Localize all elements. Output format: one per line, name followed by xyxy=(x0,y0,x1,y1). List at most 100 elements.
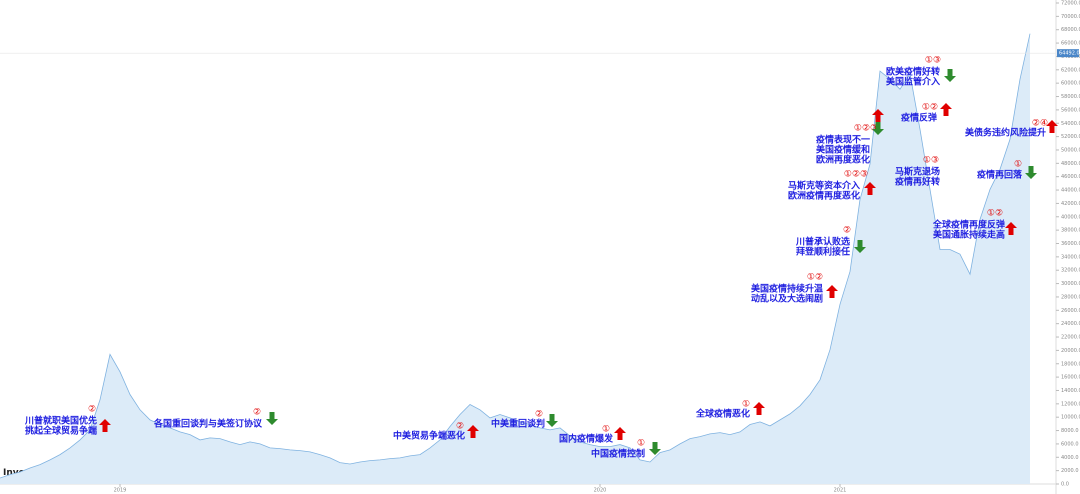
annotation-marker: ② xyxy=(456,422,464,432)
annotation-marker: ② xyxy=(253,408,261,418)
y-tick-label: 32000.0 xyxy=(1061,268,1080,274)
x-tick-label: 2019 xyxy=(114,488,127,494)
arrow-down xyxy=(944,69,956,82)
y-tick-label: 58000.0 xyxy=(1061,94,1080,100)
y-tick-label: 50000.0 xyxy=(1061,147,1080,153)
y-tick-label: 6000.0 xyxy=(1061,441,1079,447)
y-tick-label: 48000.0 xyxy=(1061,161,1080,167)
annotation-text: 国内疫情爆发 xyxy=(559,433,614,445)
price-label: 64492.0 xyxy=(1059,51,1080,57)
annotation-marker: ②④ xyxy=(1032,119,1048,129)
y-tick-label: 60000.0 xyxy=(1061,81,1080,87)
annotation-marker: ①②③ xyxy=(854,124,878,134)
line xyxy=(0,33,1031,479)
arrow-up xyxy=(1005,222,1017,235)
y-tick-label: 34000.0 xyxy=(1061,254,1080,260)
annotation-marker: ① xyxy=(602,425,610,435)
arrow-up xyxy=(1046,120,1058,133)
annotation-text: 全球疫情恶化 xyxy=(695,408,750,420)
annotation-text: 川普承认败选 xyxy=(795,236,850,248)
annotation-marker: ①② xyxy=(807,273,823,283)
y-tick-label: 12000.0 xyxy=(1061,401,1080,407)
y-tick-label: 0.0 xyxy=(1061,482,1069,488)
annotation-text: 疫情表现不一 xyxy=(816,134,870,146)
arrow-up xyxy=(872,109,884,122)
annotation-text: 疫情再好转 xyxy=(895,176,940,188)
y-tick-label: 18000.0 xyxy=(1061,361,1080,367)
arrow-up xyxy=(99,419,111,432)
y-tick-label: 24000.0 xyxy=(1061,321,1080,327)
y-tick-label: 54000.0 xyxy=(1061,121,1080,127)
y-tick-label: 2000.0 xyxy=(1061,468,1079,474)
annotation-text: 马斯克退场 xyxy=(895,166,940,178)
y-tick-label: 68000.0 xyxy=(1061,27,1080,33)
annotation-text: 欧洲再度恶化 xyxy=(816,154,870,166)
y-tick-label: 22000.0 xyxy=(1061,335,1080,341)
x-tick-label: 2020 xyxy=(594,488,607,494)
annotation-text: 欧美疫情好转 xyxy=(886,66,940,78)
y-tick-label: 10000.0 xyxy=(1061,415,1080,421)
y-tick-label: 4000.0 xyxy=(1061,455,1079,461)
y-tick-label: 40000.0 xyxy=(1061,214,1080,220)
y-tick-label: 72000.0 xyxy=(1061,1,1080,7)
y-tick-label: 56000.0 xyxy=(1061,107,1080,113)
y-tick-label: 36000.0 xyxy=(1061,241,1080,247)
arrow-up xyxy=(864,182,876,195)
annotation-text: 美国疫情缓和 xyxy=(816,144,870,156)
annotation-marker: ① xyxy=(742,400,750,410)
arrow-up xyxy=(614,427,626,440)
annotation-marker: ①③ xyxy=(923,156,939,166)
annotation-text: 中国疫情控制 xyxy=(591,448,645,460)
annotation-marker: ① xyxy=(637,439,645,449)
annotation-text: 疫情再回落 xyxy=(977,169,1023,181)
area xyxy=(0,33,1030,484)
y-tick-label: 52000.0 xyxy=(1061,134,1080,140)
annotation-text: 美国监管介入 xyxy=(886,76,940,88)
y-tick-label: 66000.0 xyxy=(1061,41,1080,47)
annotation-text: 美债务违约风险提升 xyxy=(965,127,1046,139)
arrow-up xyxy=(753,402,765,415)
annotation-text: 全球疫情再度反弹 xyxy=(932,219,1005,231)
annotation-marker: ①③ xyxy=(925,56,941,66)
annotation-marker: ① xyxy=(1014,160,1022,170)
arrow-down xyxy=(649,442,661,455)
y-tick-label: 16000.0 xyxy=(1061,375,1080,381)
y-tick-label: 38000.0 xyxy=(1061,228,1080,234)
annotation-text: 中美重回谈判 xyxy=(491,418,545,430)
y-tick-label: 14000.0 xyxy=(1061,388,1080,394)
annotation-marker: ①② xyxy=(922,103,938,113)
arrow-down xyxy=(854,240,866,253)
arrow-down xyxy=(546,414,558,427)
annotation-marker: ①②③ xyxy=(844,170,868,180)
annotation-text: 美国通胀持续走高 xyxy=(933,229,1005,241)
y-tick-label: 44000.0 xyxy=(1061,188,1080,194)
y-tick-label: 70000.0 xyxy=(1061,14,1080,20)
annotation-marker: ② xyxy=(88,405,96,415)
arrow-down xyxy=(872,122,884,135)
annotation-marker: ② xyxy=(535,410,543,420)
arrow-up xyxy=(940,103,952,116)
annotation-marker: ①② xyxy=(987,209,1003,219)
annotation-text: 马斯克等资本介入 xyxy=(788,180,860,192)
y-tick-label: 28000.0 xyxy=(1061,294,1080,300)
arrow-up xyxy=(467,425,479,438)
annotation-marker: ② xyxy=(843,226,851,236)
arrow-up xyxy=(826,285,838,298)
annotation-text: 动乱以及大选闹剧 xyxy=(751,293,823,305)
price-tag xyxy=(1057,49,1079,58)
arrow-down xyxy=(266,412,278,425)
annotation-text: 拜登顺利接任 xyxy=(796,246,850,258)
y-tick-label: 62000.0 xyxy=(1061,67,1080,73)
x-tick-label: 2021 xyxy=(834,488,847,494)
annotation-text: 欧洲疫情再度恶化 xyxy=(788,190,860,202)
y-tick-label: 8000.0 xyxy=(1061,428,1079,434)
annotation-text: 中美贸易争端恶化 xyxy=(393,430,465,442)
y-tick-label: 30000.0 xyxy=(1061,281,1080,287)
annotation-text: 疫情反弹 xyxy=(901,112,937,124)
y-tick-label: 20000.0 xyxy=(1061,348,1080,354)
annotation-text: 川普就职美国优先 xyxy=(24,415,97,427)
annotation-text: 挑起全球贸易争端 xyxy=(25,425,97,437)
y-tick-label: 42000.0 xyxy=(1061,201,1080,207)
annotation-text: 各国重回谈判与美签订协议 xyxy=(153,418,263,430)
